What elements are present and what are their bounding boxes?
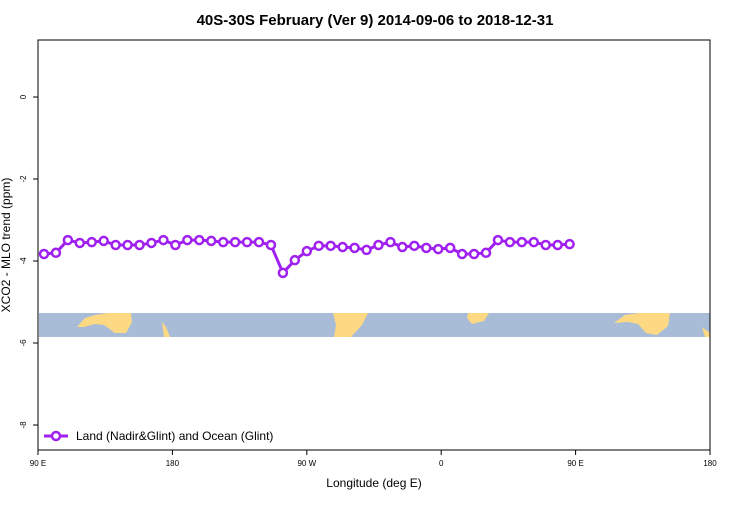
data-point [504, 236, 516, 248]
data-point [421, 242, 432, 254]
data-point [170, 239, 181, 251]
x-tick-label: 90 E [30, 459, 46, 468]
data-point [229, 236, 241, 248]
map-strip [39, 313, 710, 337]
y-tick-label: 0 [19, 94, 28, 99]
x-tick-label: 180 [703, 459, 717, 468]
data-point [540, 239, 551, 251]
x-axis-label: Longitude (deg E) [326, 476, 421, 490]
data-point [516, 236, 528, 248]
x-tick-label: 0 [439, 459, 444, 468]
data-point [110, 239, 121, 251]
data-point [253, 236, 265, 248]
data-point [385, 236, 396, 248]
data-point [217, 236, 229, 248]
data-point [528, 236, 540, 248]
data-point [265, 239, 277, 251]
data-point [241, 236, 253, 248]
legend-marker [50, 430, 62, 442]
data-point [456, 248, 468, 260]
data-point [409, 240, 420, 252]
data-point [444, 242, 456, 254]
chart-title: 40S-30S February (Ver 9) 2014-09-06 to 2… [197, 12, 554, 29]
data-point [397, 241, 408, 253]
data-point [301, 245, 313, 257]
data-point [289, 254, 301, 266]
data-point [182, 234, 193, 246]
data-point [468, 248, 480, 260]
data-point [325, 240, 336, 252]
data-point [134, 239, 145, 251]
data-point [158, 234, 169, 246]
data-point [62, 234, 74, 246]
x-tick-label: 90 W [297, 459, 316, 468]
data-point [38, 248, 50, 260]
data-point [373, 239, 384, 251]
y-tick-label: -6 [19, 339, 28, 347]
y-axis-label: XCO2 - MLO trend (ppm) [0, 178, 13, 313]
data-point [122, 239, 133, 251]
data-point [194, 234, 205, 246]
data-point [349, 242, 360, 254]
data-point [205, 235, 217, 247]
data-point [492, 234, 504, 246]
x-tick-label: 90 E [567, 459, 583, 468]
data-point [564, 238, 575, 250]
y-tick-label: -4 [19, 257, 28, 265]
data-point [74, 237, 86, 249]
data-point [480, 247, 492, 259]
data-point [361, 244, 372, 256]
data-point [277, 267, 289, 279]
data-point [313, 240, 324, 252]
y-tick-label: -8 [19, 421, 28, 429]
data-point [337, 241, 348, 253]
data-point [552, 239, 563, 251]
data-point [86, 236, 98, 248]
plot-frame [37, 39, 711, 451]
data-point [50, 247, 62, 259]
x-tick-label: 180 [166, 459, 180, 468]
data-point [98, 235, 109, 247]
data-point [432, 243, 444, 255]
legend-label: Land (Nadir&Glint) and Ocean (Glint) [76, 429, 273, 443]
y-tick-label: -2 [19, 175, 28, 183]
data-point [146, 237, 157, 249]
